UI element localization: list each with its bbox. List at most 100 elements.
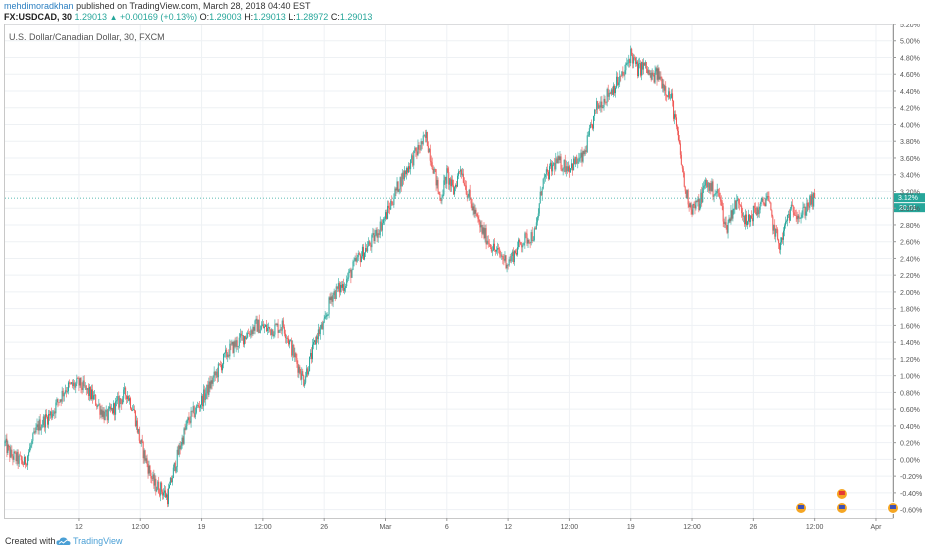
candle-body [104,411,106,421]
candle-body [612,85,614,95]
chart-grid [4,24,894,519]
candle-body [301,371,303,380]
candle-body [155,478,157,492]
candle-body [700,192,702,204]
candle-body [702,188,704,203]
candle-body [141,439,143,443]
x-tick-label: 12:00 [131,524,149,531]
candle-body [776,228,778,230]
candle-body [331,296,333,302]
candle-body [643,62,645,66]
candle-body [572,163,574,171]
candle-body [103,410,105,421]
candle-body [536,217,538,223]
candle-body [255,318,257,321]
candle-body [545,169,547,175]
tradingview-brand-link[interactable]: TradingView [73,536,123,546]
candle-body [596,101,598,110]
candle-body [756,207,758,216]
candle-body [215,371,217,376]
price-chart[interactable]: 3.12% 20:01 5.20% 5.00% 4.80% 4.60% 4.40% 4.20… [4,24,932,534]
chart-area[interactable]: 3.12% 20:01 5.20% 5.00% 4.80% 4.60% 4.40% 4.20… [4,24,932,534]
candle-body [230,343,232,345]
candle-body [98,404,100,405]
candle-body [293,344,295,358]
candle-body [275,324,277,326]
candle-body [135,420,137,427]
candle-body [521,244,523,248]
candle-body [92,389,94,400]
candle-body [623,74,625,76]
candle-body [14,451,16,453]
candle-body [173,462,175,468]
candle-body [672,93,674,101]
candle-body [584,150,586,155]
candle-body [523,243,525,246]
candle-body [262,324,264,329]
candle-body [340,284,342,288]
candle-body [49,414,51,416]
candle-body [136,420,138,433]
candle-body [97,404,99,407]
candle-body [211,380,213,384]
candle-body [541,188,543,196]
candle-body [530,232,532,244]
candle-body [507,264,509,266]
candle-body [52,414,54,418]
candle-body [126,395,128,400]
candle-body [506,264,508,269]
candle-body [635,57,637,64]
candle-body [415,147,417,152]
candle-body [603,98,605,108]
candle-body [515,253,517,255]
candle-body [564,159,566,172]
candle-body [722,206,724,222]
author-link[interactable]: mehdimoradkhan [4,1,74,11]
candle-body [750,215,752,219]
candle-body [484,228,486,239]
candle-body [574,158,576,165]
candle-body [568,166,570,173]
candle-body [613,85,615,94]
candle-body [780,242,782,250]
candle-body [434,168,436,170]
candle-body [241,335,243,336]
candle-body [279,329,281,331]
candle-body [247,332,249,338]
candle-body [608,92,610,97]
candle-body [163,492,165,496]
x-tick-label: 26 [749,524,757,531]
candle-body [130,408,132,411]
candle-body [595,109,597,111]
candle-body [788,214,790,221]
candle-body [389,207,391,210]
candle-body [228,354,230,357]
candle-body [100,409,102,415]
candle-body [709,183,711,191]
candle-body [398,189,400,192]
candle-body [305,376,307,383]
candle-body [11,449,13,457]
candle-body [696,200,698,202]
candle-body [549,166,551,180]
candle-body [166,494,168,505]
candle-body [648,70,650,75]
candle-body [790,204,792,209]
candle-body [620,76,622,77]
candle-body [310,352,312,357]
candle-body [652,72,654,76]
candle-body [59,399,61,403]
candle-body [66,391,68,392]
candle-body [71,382,73,384]
candle-body [307,368,309,375]
candle-body [761,198,763,201]
candle-body [686,190,688,198]
candle-body [178,445,180,455]
candle-body [78,378,80,386]
candle-body [510,256,512,262]
candle-body [520,242,522,245]
candle-body [201,395,203,405]
x-tick-label: Apr [871,524,883,531]
us-flag-icon-mark [798,505,805,509]
candle-body [260,325,262,330]
